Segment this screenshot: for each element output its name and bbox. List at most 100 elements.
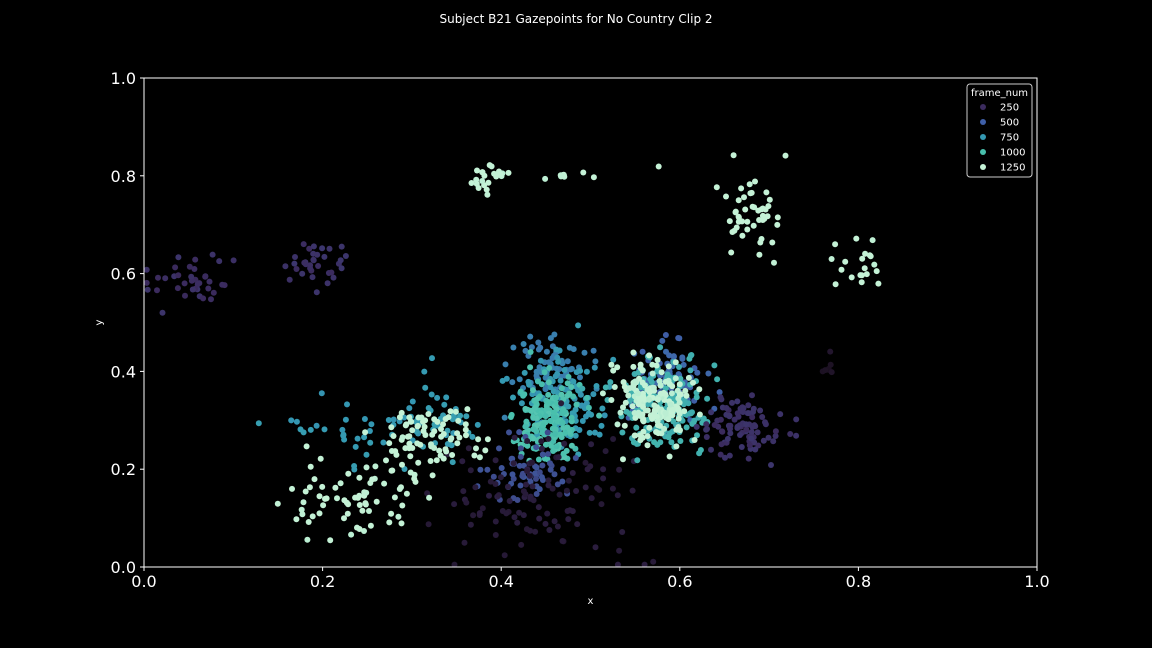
scatter-point: [559, 419, 566, 426]
x-axis-label: x: [588, 596, 594, 607]
x-axis-ticks: 0.0 0.2 0.4 0.6 0.8 1.0: [131, 567, 1050, 591]
scatter-point: [745, 402, 752, 409]
scatter-point: [763, 189, 770, 196]
scatter-point: [730, 152, 737, 159]
scatter-point: [192, 256, 199, 263]
scatter-point: [542, 441, 549, 448]
scatter-point: [539, 462, 546, 469]
scatter-point: [651, 402, 658, 409]
scatter-point: [363, 464, 370, 471]
scatter-point: [367, 522, 374, 529]
scatter-point: [471, 452, 478, 459]
scatter-point: [522, 423, 529, 430]
scatter-point: [614, 492, 621, 499]
scatter-point: [544, 429, 551, 436]
scatter-point: [390, 416, 397, 423]
scatter-point: [705, 370, 712, 377]
scatter-point: [514, 519, 521, 526]
scatter-point: [727, 430, 734, 437]
scatter-point: [230, 257, 237, 264]
scatter-point: [483, 186, 490, 193]
scatter-point: [677, 375, 684, 382]
scatter-point: [361, 434, 368, 441]
scatter-point: [859, 255, 866, 262]
scatter-point: [598, 501, 605, 508]
scatter-point: [502, 361, 509, 368]
scatter-point: [306, 245, 313, 252]
scatter-point: [399, 434, 406, 441]
scatter-point: [210, 289, 217, 296]
scatter-point: [366, 428, 373, 434]
scatter-point: [683, 424, 690, 431]
scatter-point: [441, 401, 448, 408]
scatter-point: [573, 401, 580, 408]
scatter-point: [588, 441, 595, 448]
scatter-point: [576, 427, 583, 433]
scatter-point: [871, 261, 878, 268]
scatter-point: [537, 344, 544, 351]
scatter-point: [529, 483, 536, 490]
scatter-point: [572, 432, 579, 439]
scatter-point: [558, 385, 565, 392]
scatter-point: [524, 442, 531, 449]
scatter-point: [567, 366, 574, 373]
scatter-point: [289, 485, 295, 492]
legend-label: 750: [1000, 133, 1019, 144]
scatter-point: [523, 481, 529, 488]
scatter-point: [646, 396, 653, 403]
scatter-point: [620, 404, 626, 411]
scatter-point: [722, 454, 728, 461]
scatter-point: [422, 417, 429, 424]
scatter-point: [614, 421, 621, 428]
scatter-point: [175, 272, 182, 279]
scatter-point: [425, 411, 432, 417]
scatter-point: [324, 280, 331, 287]
scatter-point: [682, 387, 689, 394]
scatter-point: [305, 519, 312, 525]
scatter-point: [366, 508, 372, 514]
scatter-point: [444, 441, 451, 447]
scatter-point: [765, 434, 772, 441]
scatter-point: [693, 394, 700, 401]
scatter-point: [464, 406, 471, 413]
scatter-point: [427, 458, 434, 464]
scatter-point: [546, 359, 552, 366]
scatter-point: [188, 273, 195, 280]
scatter-point: [491, 170, 498, 177]
scatter-point: [749, 414, 756, 421]
y-tick-label: 0.2: [111, 460, 136, 479]
scatter-point: [449, 452, 456, 458]
scatter-point: [522, 491, 529, 498]
scatter-point: [690, 379, 696, 386]
scatter-point: [522, 405, 529, 412]
scatter-point: [771, 259, 777, 266]
scatter-point: [554, 481, 561, 488]
scatter-point: [380, 439, 387, 446]
scatter-point: [322, 495, 328, 502]
scatter-point: [735, 218, 742, 225]
legend-label: 500: [1000, 118, 1019, 129]
scatter-point: [750, 222, 757, 229]
scatter-point: [714, 376, 721, 383]
scatter-point: [745, 410, 752, 417]
scatter-points: [143, 152, 882, 568]
scatter-point: [866, 252, 873, 259]
scatter-point: [479, 169, 486, 176]
scatter-point: [404, 433, 411, 440]
scatter-point: [610, 436, 617, 442]
scatter-point: [196, 280, 203, 287]
scatter-point: [626, 410, 633, 417]
scatter-point: [553, 394, 560, 401]
scatter-point: [687, 367, 694, 374]
scatter-point: [345, 470, 352, 477]
scatter-point: [402, 445, 409, 452]
scatter-point: [532, 528, 539, 535]
scatter-point: [326, 245, 333, 252]
scatter-point: [559, 478, 566, 485]
scatter-point: [565, 516, 572, 523]
scatter-point: [681, 397, 688, 404]
scatter-point: [657, 344, 664, 351]
x-tick-label: 0.4: [488, 572, 513, 591]
scatter-point: [398, 520, 405, 527]
scatter-point: [415, 459, 422, 466]
